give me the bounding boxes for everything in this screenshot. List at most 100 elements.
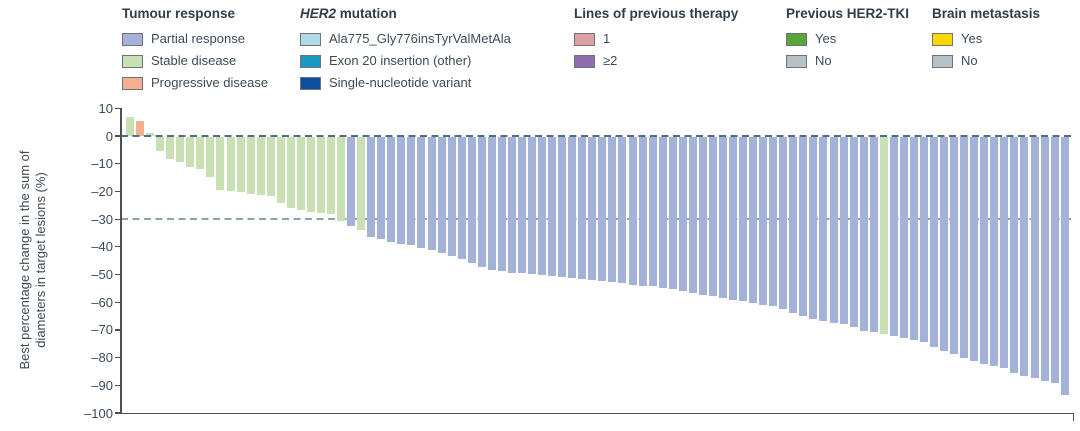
zero-reference-line <box>121 135 1074 137</box>
waterfall-bar <box>367 136 376 237</box>
legend-item-label: 1 <box>603 31 611 46</box>
waterfall-bar <box>1030 136 1039 378</box>
waterfall-bar <box>487 136 496 270</box>
y-tick-mark <box>114 163 121 165</box>
waterfall-bar <box>628 136 637 285</box>
waterfall-bar <box>930 136 938 348</box>
waterfall-bar <box>799 136 808 317</box>
waterfall-bar <box>769 136 778 307</box>
waterfall-bar <box>1020 136 1029 376</box>
waterfall-bar <box>950 136 959 355</box>
waterfall-bar <box>146 133 155 136</box>
waterfall-bar <box>899 136 908 338</box>
legend-item-label: No <box>961 53 978 68</box>
waterfall-bar <box>276 136 285 204</box>
legend-color-swatch-brain-yes <box>932 32 953 46</box>
waterfall-bar <box>1010 136 1019 373</box>
waterfall-bar <box>236 136 245 193</box>
waterfall-bar <box>548 136 557 277</box>
y-tick-mark <box>114 357 121 359</box>
waterfall-bar <box>729 136 737 300</box>
waterfall-bar <box>437 136 446 254</box>
waterfall-bar <box>397 136 406 244</box>
waterfall-bar <box>990 136 999 366</box>
y-axis-title-line2: diameters in target lesions (%) <box>33 172 48 348</box>
y-tick-mark <box>114 273 121 276</box>
legend-item-label: Progressive disease <box>151 75 269 90</box>
y-tick-mark <box>114 301 121 303</box>
legend-item-lines-2plus: ≥2 <box>574 54 738 68</box>
legend-color-swatch-tki-no <box>786 54 807 68</box>
legend-color-swatch-ala775 <box>300 32 321 46</box>
waterfall-bar <box>407 136 416 245</box>
waterfall-bar <box>327 136 335 215</box>
legend-color-swatch-lines-2plus <box>574 54 595 68</box>
legend-group: Previous HER2-TKI Yes No <box>786 6 909 68</box>
waterfall-bar <box>608 136 617 282</box>
waterfall-bar <box>618 136 627 284</box>
waterfall-bar <box>517 136 526 274</box>
legend-item-label: Yes <box>961 31 983 46</box>
waterfall-bar <box>558 136 567 278</box>
waterfall-bar <box>708 136 717 297</box>
waterfall-bar <box>1060 136 1069 395</box>
legend-item-label: Single-nucleotide variant <box>329 75 472 90</box>
legend-color-swatch-lines-1 <box>574 32 595 46</box>
legend-color-swatch-snv <box>300 76 321 90</box>
waterfall-bar <box>779 136 788 310</box>
waterfall-bar <box>176 136 185 162</box>
y-tick-label: 10 <box>98 100 113 116</box>
legend-item-ala775: Ala775_Gly776insTyrValMetAla <box>300 32 511 46</box>
legend-item-tki-yes: Yes <box>786 32 909 46</box>
waterfall-bar <box>749 136 758 304</box>
y-tick-mark <box>114 246 121 248</box>
waterfall-bar <box>588 136 597 281</box>
y-tick-mark <box>114 384 121 386</box>
legend-item-pr: Partial response <box>122 32 268 46</box>
waterfall-bar <box>306 136 315 212</box>
legend-color-swatch-brain-no <box>932 54 953 68</box>
legend-color-swatch-tki-yes <box>786 32 807 46</box>
waterfall-bar <box>497 136 506 272</box>
waterfall-bar <box>186 136 195 168</box>
legend-color-swatch-sd <box>122 54 143 68</box>
legend-color-swatch-pd <box>122 76 143 90</box>
legend-item-exon20: Exon 20 insertion (other) <box>300 54 511 68</box>
waterfall-bar <box>266 136 275 197</box>
x-axis-line <box>120 413 1075 415</box>
waterfall-bar <box>739 136 748 302</box>
x-axis-end-tick <box>1073 413 1075 421</box>
y-tick-label: –80 <box>91 350 113 366</box>
y-tick-mark <box>114 107 121 109</box>
y-tick-label: –30 <box>91 211 113 227</box>
legend-group-title: Lines of previous therapy <box>574 6 739 21</box>
waterfall-bar <box>457 136 466 259</box>
y-axis-line <box>120 108 122 414</box>
waterfall-bar <box>226 136 235 191</box>
waterfall-bar <box>688 136 697 294</box>
waterfall-bar <box>417 136 426 248</box>
waterfall-bar <box>1040 136 1049 381</box>
legend-group-title: Tumour response <box>122 6 236 21</box>
y-tick-mark <box>114 329 121 331</box>
waterfall-bar <box>196 136 205 169</box>
legend-color-swatch-exon20 <box>300 54 321 68</box>
legend-item-brain-yes: Yes <box>932 32 1040 46</box>
waterfall-bar <box>648 136 657 287</box>
waterfall-bar <box>538 136 547 276</box>
waterfall-bar <box>638 136 647 286</box>
waterfall-bar <box>668 136 677 290</box>
legend-group-title: HER2 mutation <box>300 6 397 21</box>
waterfall-bar <box>909 136 918 340</box>
y-tick-mark <box>114 135 121 137</box>
legend-group: HER2 mutation Ala775_Gly776insTyrValMetAl… <box>300 6 511 90</box>
waterfall-bar <box>528 136 536 275</box>
y-tick-label: –20 <box>91 183 113 199</box>
y-tick-label: –70 <box>91 322 113 338</box>
waterfall-bar <box>206 136 215 178</box>
legend-group-title: Brain metastasis <box>932 6 1041 21</box>
y-tick-label: –40 <box>91 239 113 255</box>
waterfall-bar <box>568 136 577 279</box>
y-tick-mark <box>114 190 121 193</box>
